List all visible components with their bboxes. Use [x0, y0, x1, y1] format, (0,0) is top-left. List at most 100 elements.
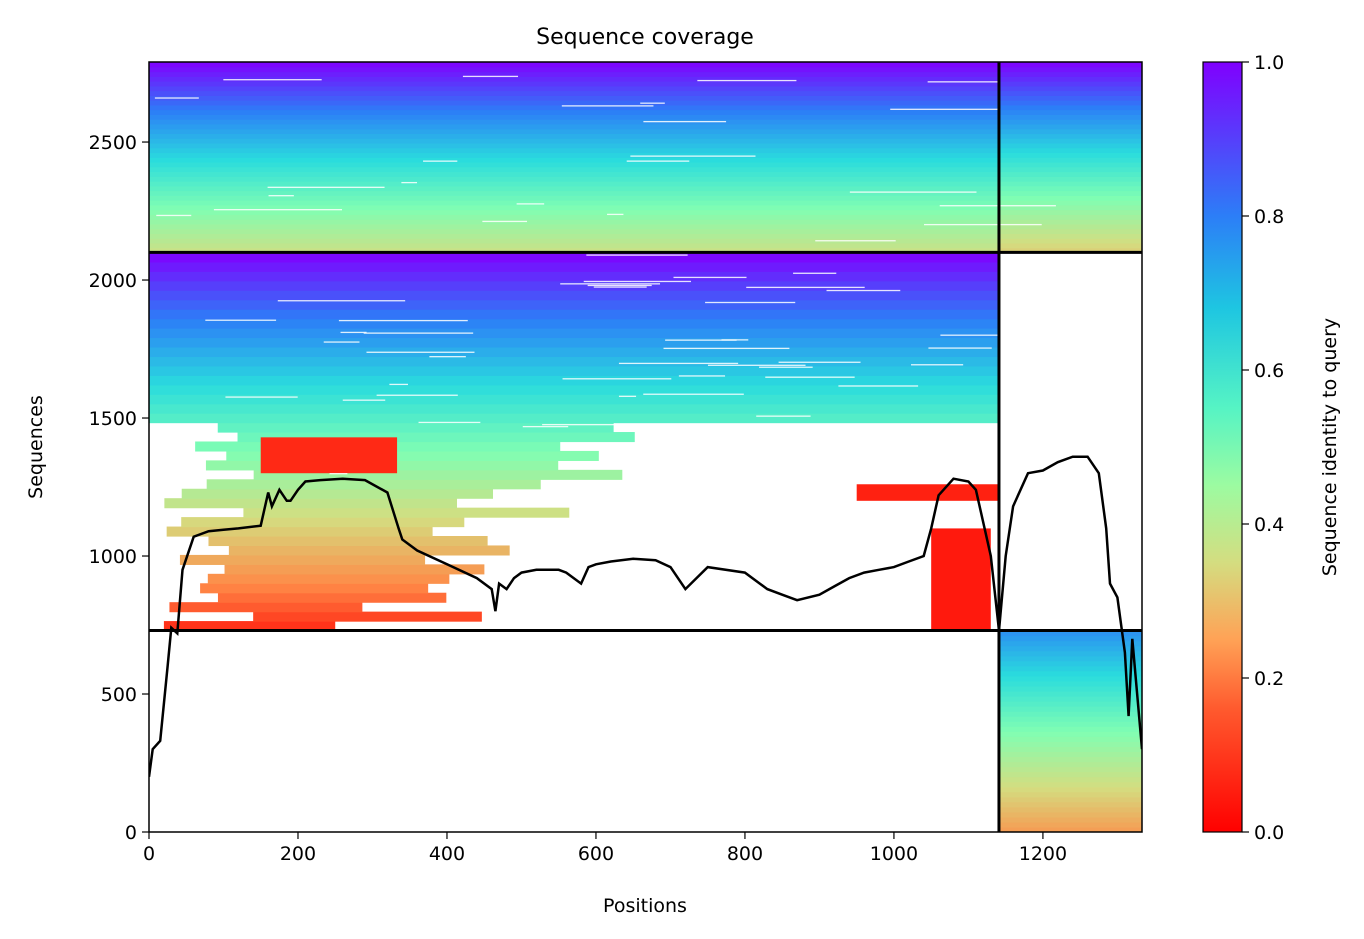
identity-band: [149, 190, 999, 196]
gap-streak: [225, 396, 298, 398]
y-tick-label: 1000: [89, 546, 137, 568]
identity-band: [149, 66, 999, 73]
gap-streak: [376, 394, 458, 396]
identity-band: [998, 247, 1142, 254]
identity-band: [149, 271, 999, 282]
y-tick-label: 500: [101, 684, 137, 706]
y-tick-label: 0: [125, 822, 137, 844]
identity-band: [998, 138, 1142, 144]
gap-streak: [643, 393, 744, 395]
identity-band: [998, 640, 1142, 647]
identity-band: [149, 346, 999, 358]
identity-band: [149, 128, 999, 135]
identity-band: [149, 62, 999, 68]
y-tick-label: 1500: [89, 408, 137, 430]
identity-band: [169, 602, 363, 613]
gap-streak: [756, 415, 811, 417]
identity-band: [226, 450, 599, 461]
plot-frame: [148, 61, 1143, 833]
gap-streak: [911, 364, 964, 366]
gap-streak: [626, 160, 690, 162]
identity-band: [998, 185, 1142, 192]
identity-band: [998, 786, 1142, 793]
x-axis-label: Positions: [603, 895, 687, 917]
identity-band: [998, 675, 1142, 682]
identity-band: [998, 826, 1142, 832]
identity-band: [998, 176, 1142, 182]
gap-streak: [482, 220, 528, 223]
identity-band: [149, 76, 999, 82]
colorbar: [1202, 61, 1243, 833]
identity-band: [149, 318, 999, 329]
identity-band: [149, 299, 999, 310]
identity-band: [998, 100, 1142, 106]
identity-band: [998, 706, 1142, 712]
identity-band: [149, 328, 999, 339]
gap-streak: [640, 450, 675, 452]
identity-band: [200, 583, 429, 594]
gap-streak: [618, 395, 637, 397]
identity-band: [998, 114, 1142, 120]
identity-band: [181, 488, 494, 499]
identity-band: [217, 422, 614, 433]
gap-streak: [815, 240, 896, 242]
identity-band: [149, 138, 999, 144]
identity-band: [998, 746, 1142, 753]
identity-band: [149, 166, 999, 173]
identity-band: [998, 650, 1142, 657]
identity-band: [149, 394, 999, 405]
identity-band: [998, 157, 1142, 163]
x-tick-label: 800: [727, 843, 763, 865]
identity-band: [149, 384, 999, 395]
identity-band: [149, 413, 999, 424]
identity-band: [998, 685, 1142, 692]
gap-streak: [607, 213, 624, 216]
chart-title: Sequence coverage: [536, 25, 754, 50]
gap-streak: [213, 209, 343, 211]
gap-streak: [429, 356, 466, 358]
identity-band: [998, 119, 1142, 125]
gap-streak: [389, 383, 409, 386]
identity-band: [998, 811, 1142, 818]
colorbar-tick-label: 0.4: [1254, 514, 1284, 536]
identity-band: [998, 233, 1142, 239]
identity-band: [181, 517, 465, 528]
identity-band: [149, 280, 999, 291]
gap-streak: [583, 280, 692, 283]
identity-band: [149, 209, 999, 215]
identity-band: [998, 756, 1142, 763]
identity-band: [149, 71, 999, 77]
low-identity-patches: [260, 437, 999, 631]
y-tick-label: 2500: [89, 132, 137, 154]
identity-band: [998, 133, 1142, 139]
gap-streak: [154, 97, 199, 99]
identity-band: [149, 119, 999, 125]
identity-band: [998, 223, 1142, 230]
identity-block: [998, 62, 1142, 254]
identity-band: [163, 621, 336, 632]
gap-streak: [340, 331, 367, 334]
identity-band: [149, 403, 999, 414]
red-patch: [260, 437, 398, 474]
gap-streak: [940, 334, 1032, 336]
identity-band: [149, 133, 999, 139]
identity-band: [207, 573, 450, 584]
identity-band: [253, 611, 482, 622]
gap-streak: [673, 276, 747, 279]
x-tick-label: 0: [143, 843, 155, 865]
identity-band: [149, 228, 999, 234]
identity-band: [998, 630, 1142, 637]
identity-band: [998, 655, 1142, 662]
identity-band: [998, 219, 1142, 225]
gap-streak: [640, 102, 665, 104]
gap-streak: [697, 79, 797, 82]
identity-band: [243, 507, 570, 518]
identity-band: [149, 337, 999, 348]
identity-band: [998, 761, 1142, 768]
identity-band: [166, 526, 433, 537]
gap-streak: [268, 195, 294, 197]
colorbar-ticks: 0.0 0.2 0.4 0.6 0.8 1.0: [1242, 52, 1284, 844]
gap-streak: [560, 283, 661, 285]
identity-band: [998, 716, 1142, 722]
gap-streak: [267, 186, 385, 188]
